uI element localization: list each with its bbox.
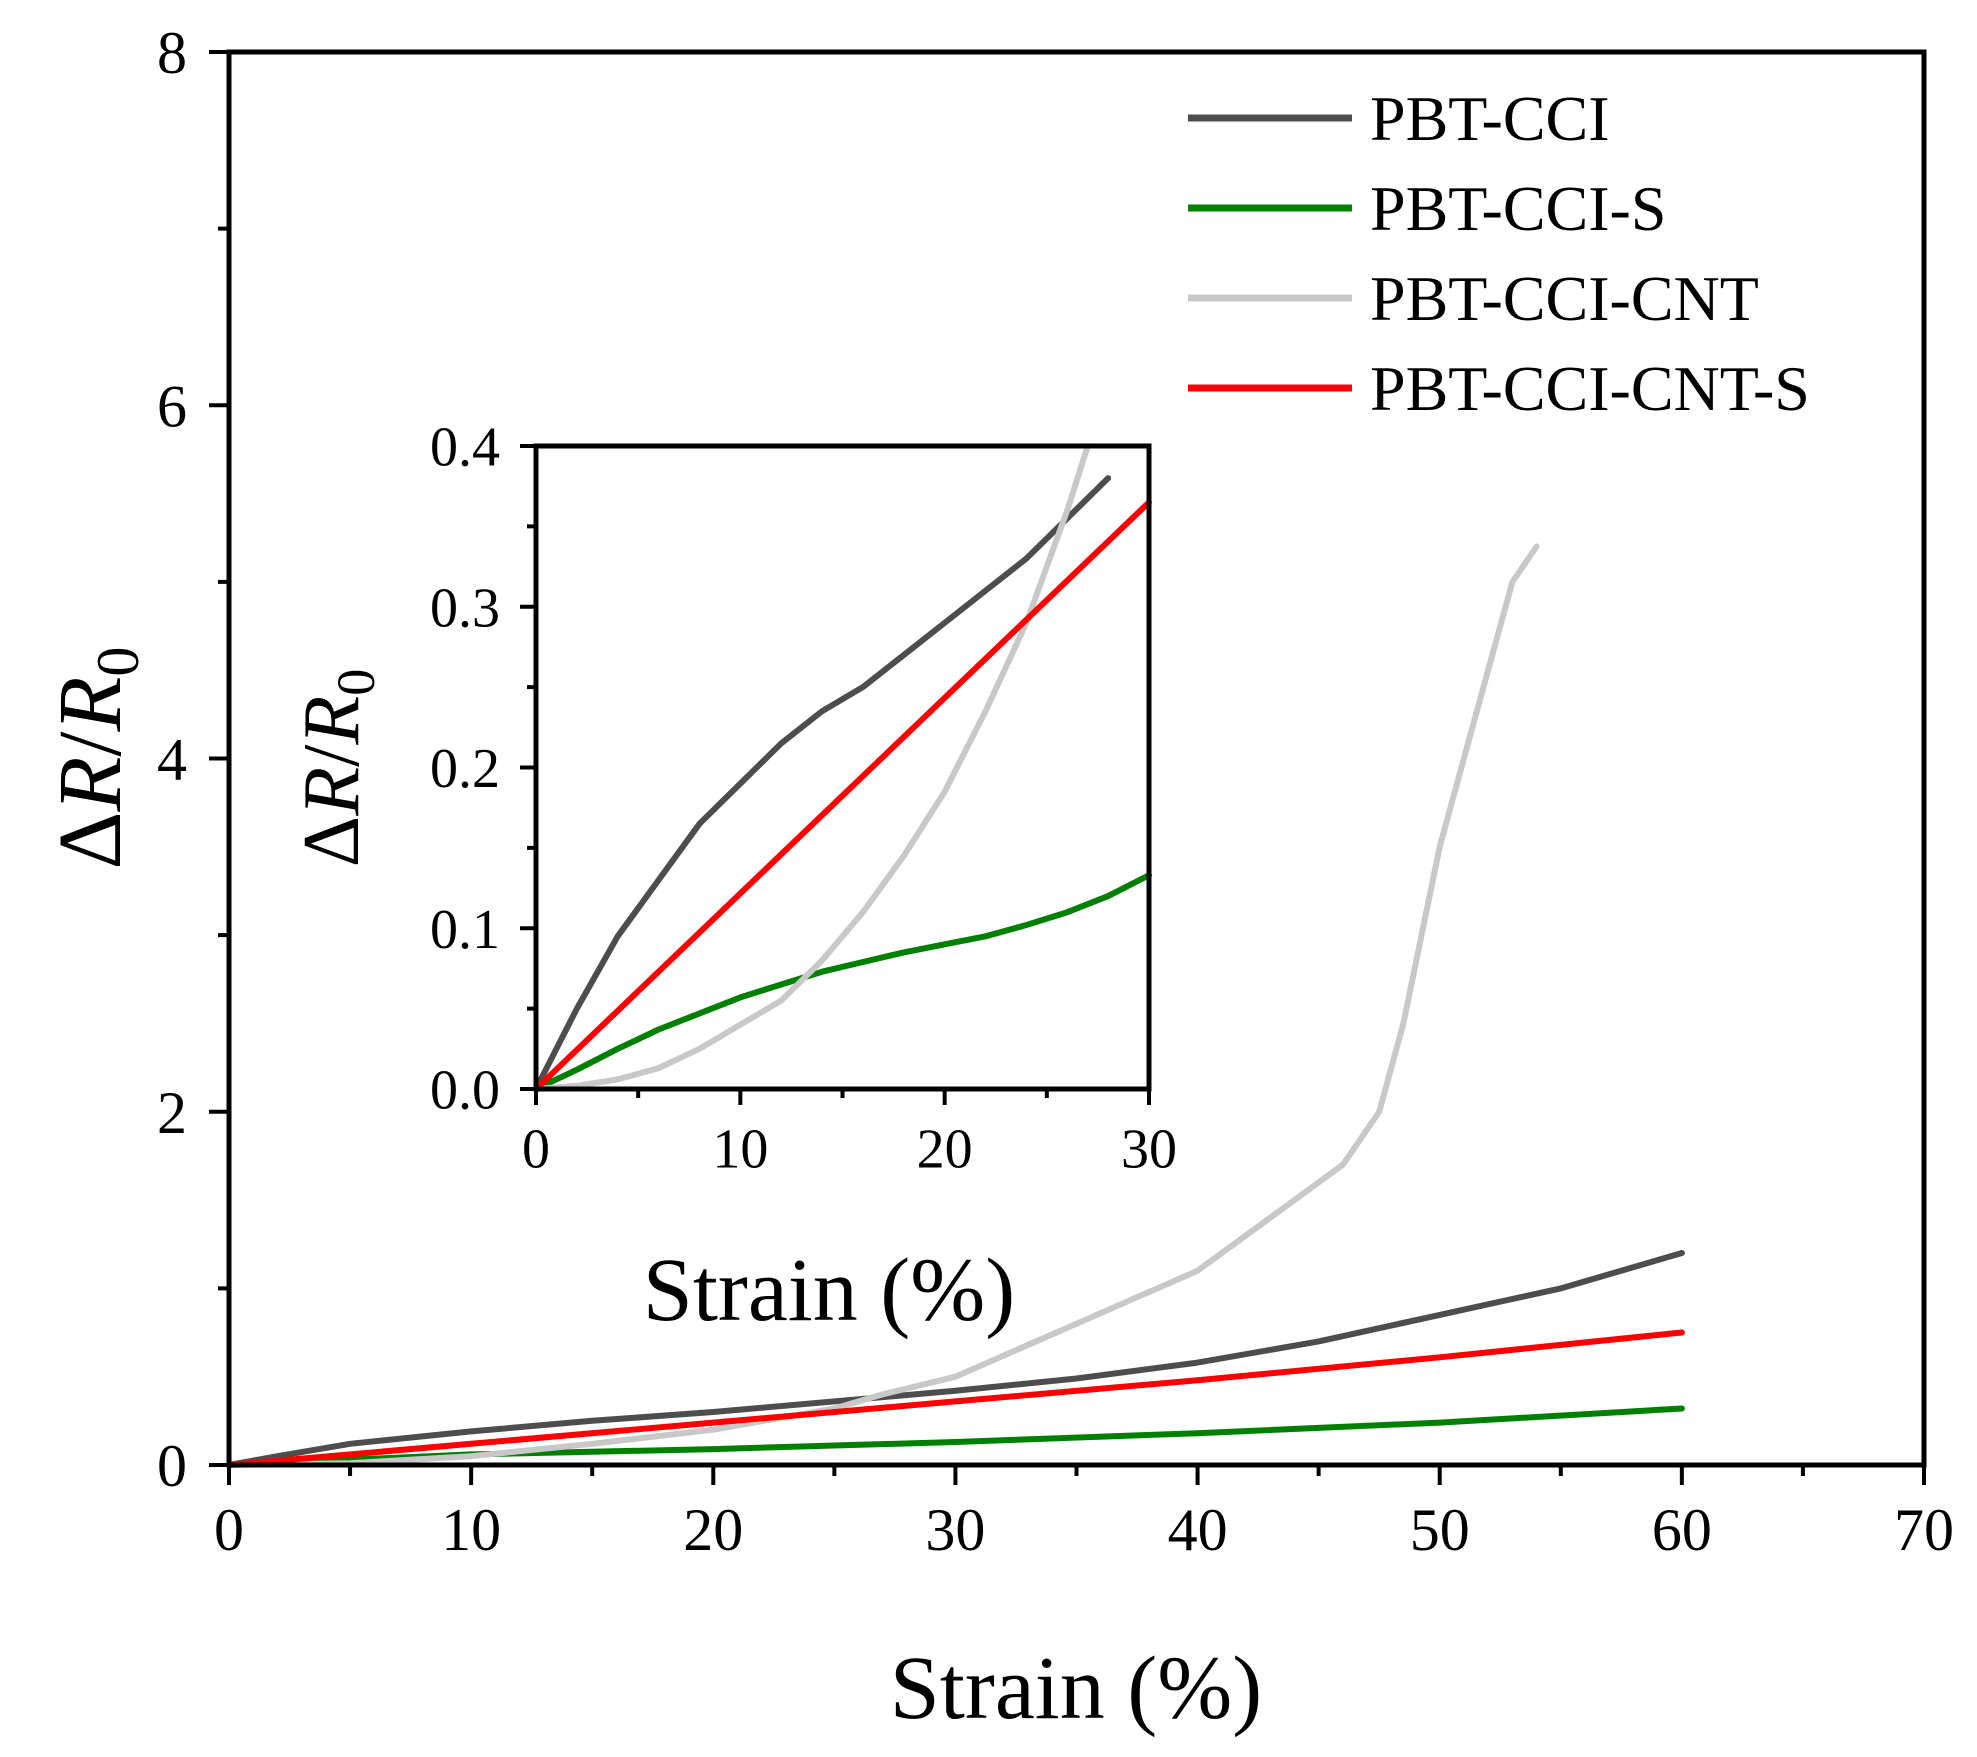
inset-background [536,446,1149,1089]
inset-x-tick-label: 0 [522,1118,550,1180]
legend-label-pbt-cci-s: PBT-CCI-S [1370,173,1666,244]
inset-y-tick-label: 0.0 [430,1060,500,1122]
main-x-tick-label: 0 [214,1497,244,1563]
main-x-tick-label: 20 [683,1497,743,1563]
main-y-tick-label: 6 [157,373,187,439]
inset-series-pbt-cci-cnt [533,443,1091,1092]
main-series-pbt-cci-cnt [226,543,1540,1468]
legend: PBT-CCI PBT-CCI-S PBT-CCI-CNT PBT-CCI-CNT-S [1188,83,1810,424]
inset-series-pbt-cci-s [533,872,1152,1092]
inset-x-axis-label: Strain (%) [643,1241,1015,1340]
main-y-tick-label: 8 [157,20,187,86]
main-series-pbt-cci [226,1250,1685,1468]
main-y-tick-label: 2 [157,1080,187,1146]
main-x-tick-label: 10 [441,1497,501,1563]
inset-chart: 0 10 20 30 0.0 0.1 0.2 0.3 0.4 Strain (%) ΔR/R0 [288,417,1177,1340]
main-x-tick-label: 30 [925,1497,985,1563]
inset-x-tick-label: 30 [1121,1118,1177,1180]
inset-series-pbt-cci [533,475,1112,1092]
main-x-tick-label: 60 [1652,1497,1712,1563]
main-y-axis-label: ΔR/R0 [41,647,151,870]
inset-y-tick-label: 0.4 [430,417,500,479]
inset-series-pbt-cci-cnt-s [533,499,1152,1092]
legend-label-pbt-cci-cnt: PBT-CCI-CNT [1370,263,1759,334]
main-x-tick-label: 50 [1410,1497,1470,1563]
main-x-axis-label: Strain (%) [890,1639,1262,1738]
legend-label-pbt-cci: PBT-CCI [1370,83,1610,154]
inset-x-tick-label: 20 [917,1118,973,1180]
inset-x-tick-label: 10 [712,1118,768,1180]
inset-y-tick-label: 0.3 [430,577,500,639]
main-x-tick-label: 70 [1894,1497,1954,1563]
legend-label-pbt-cci-cnt-s: PBT-CCI-CNT-S [1370,353,1810,424]
main-chart: 0 10 20 30 40 50 60 70 0 2 4 6 8 Strain (%) ΔR/R0 PB… [41,20,1954,1738]
main-series-pbt-cci-cnt-s [226,1329,1685,1468]
inset-y-tick-label: 0.2 [430,738,500,800]
inset-y-axis-label: ΔR/R0 [288,669,386,867]
inset-y-tick-label: 0.1 [430,899,500,961]
main-y-tick-label: 0 [157,1433,187,1499]
main-x-tick-label: 40 [1168,1497,1228,1563]
main-y-tick-label: 4 [157,727,187,793]
